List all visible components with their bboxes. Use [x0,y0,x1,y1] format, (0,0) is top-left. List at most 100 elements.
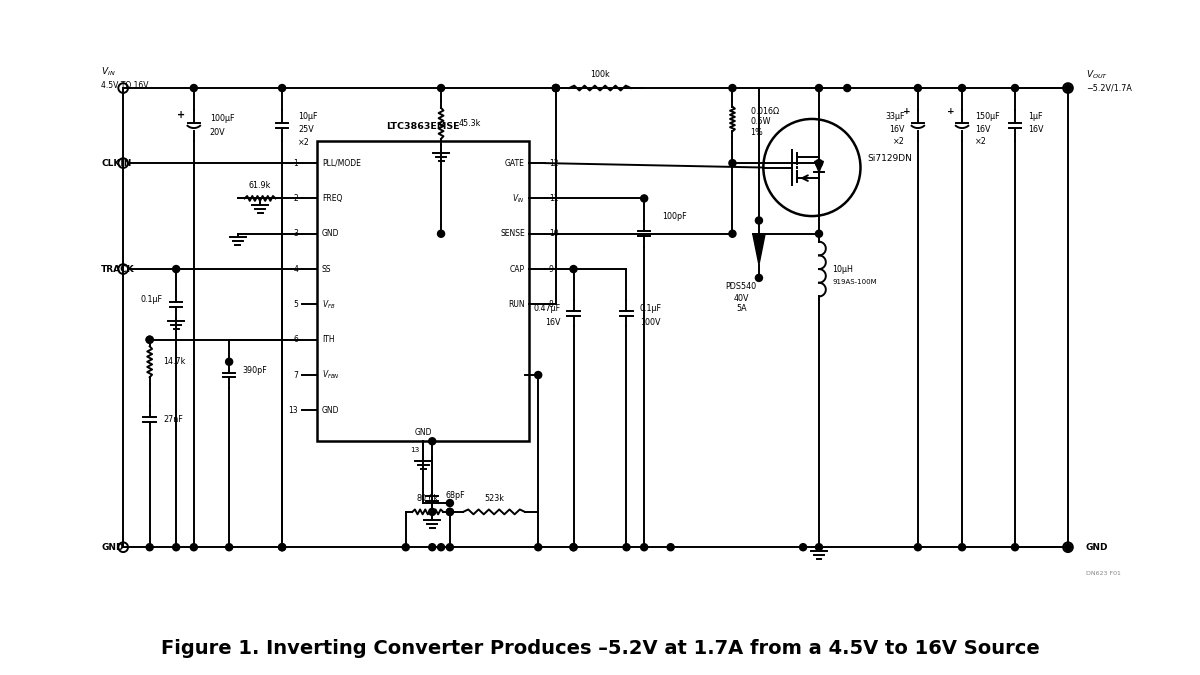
Text: 6: 6 [293,335,298,344]
Text: CLKIN: CLKIN [101,159,132,167]
Circle shape [446,543,454,551]
Text: 100pF: 100pF [662,211,686,221]
Text: 100k: 100k [590,70,610,79]
Text: Figure 1. Inverting Converter Produces –5.2V at 1.7A from a 4.5V to 16V Source: Figure 1. Inverting Converter Produces –… [161,639,1039,658]
Circle shape [756,274,762,281]
Text: GATE: GATE [505,159,524,167]
Circle shape [570,543,577,551]
Text: 80.6k: 80.6k [416,494,439,503]
Text: LTC3863EMSE: LTC3863EMSE [386,122,461,132]
Circle shape [1064,543,1072,551]
Circle shape [438,84,444,92]
Text: 3: 3 [293,230,298,238]
Text: Si7129DN: Si7129DN [868,154,912,163]
Text: 7: 7 [293,371,298,379]
Text: 16V: 16V [545,317,560,327]
Text: 5: 5 [293,300,298,309]
Text: 13: 13 [409,447,419,453]
Text: TRACK: TRACK [101,265,134,273]
Polygon shape [815,161,823,172]
Circle shape [641,543,648,551]
Text: SS: SS [322,265,331,273]
Circle shape [428,508,436,516]
Circle shape [728,159,736,167]
Circle shape [191,543,197,551]
Text: 150µF: 150µF [976,112,1000,121]
Circle shape [1012,84,1019,92]
Circle shape [816,84,822,92]
Circle shape [438,543,444,551]
Text: GND: GND [1086,543,1108,551]
Text: 2: 2 [293,194,298,203]
Text: 16V: 16V [976,125,991,134]
Circle shape [428,437,436,445]
Text: CAP: CAP [510,265,524,273]
Circle shape [799,543,806,551]
Text: 1: 1 [293,159,298,167]
Text: $V_{FBN}$: $V_{FBN}$ [322,369,340,381]
Text: 0.1µF: 0.1µF [140,296,163,304]
Circle shape [728,230,736,238]
Circle shape [146,543,154,551]
Text: GND: GND [322,406,340,415]
Text: 100µF: 100µF [210,115,234,124]
Circle shape [816,230,822,238]
Text: PLL/MODE: PLL/MODE [322,159,361,167]
Text: 1µF: 1µF [1028,112,1043,121]
Circle shape [535,371,541,379]
Text: 45.3k: 45.3k [458,119,481,128]
Circle shape [278,543,286,551]
Circle shape [552,84,559,92]
Circle shape [146,336,154,344]
Text: 61.9k: 61.9k [248,181,271,190]
Circle shape [570,265,577,273]
Text: +: + [176,109,185,119]
Circle shape [552,84,559,92]
Text: GND: GND [415,428,432,437]
Circle shape [816,543,822,551]
Text: RUN: RUN [509,300,524,309]
Text: 9: 9 [548,265,553,273]
Text: 0.47µF: 0.47µF [533,304,560,313]
Text: 10µF: 10µF [298,112,318,121]
Text: 10µH: 10µH [833,265,853,273]
Circle shape [446,508,454,516]
Circle shape [623,543,630,551]
Text: 8: 8 [548,300,553,309]
Text: FREQ: FREQ [322,194,342,203]
Circle shape [535,543,541,551]
Text: ×2: ×2 [893,138,905,146]
Circle shape [728,84,736,92]
Text: 5A: 5A [736,304,746,313]
Text: 0.5W: 0.5W [750,117,770,126]
Text: 523k: 523k [484,494,504,503]
Text: +: + [947,107,955,115]
Text: 12: 12 [548,159,558,167]
Circle shape [1012,543,1019,551]
Circle shape [226,358,233,365]
Polygon shape [752,234,766,265]
Text: ×2: ×2 [298,138,310,147]
Text: 11: 11 [548,194,558,203]
Circle shape [191,84,197,92]
Circle shape [278,543,286,551]
Text: 40V: 40V [733,294,749,302]
Text: 27nF: 27nF [163,414,182,424]
Circle shape [641,195,648,202]
Circle shape [756,217,762,224]
Circle shape [816,159,822,167]
Text: 14.7k: 14.7k [163,357,185,367]
Text: +: + [904,107,911,115]
Circle shape [1064,84,1072,92]
Circle shape [146,336,154,344]
Circle shape [844,84,851,92]
Text: 16V: 16V [1028,125,1044,134]
Circle shape [959,543,966,551]
Text: ×2: ×2 [976,138,988,146]
Text: 4.5V TO 16V: 4.5V TO 16V [101,81,149,90]
Text: PDS540: PDS540 [726,282,757,291]
Text: 919AS-100M: 919AS-100M [833,279,877,286]
Circle shape [402,543,409,551]
Text: −5.2V/1.7A: −5.2V/1.7A [1086,84,1132,92]
Text: GND: GND [101,543,124,551]
